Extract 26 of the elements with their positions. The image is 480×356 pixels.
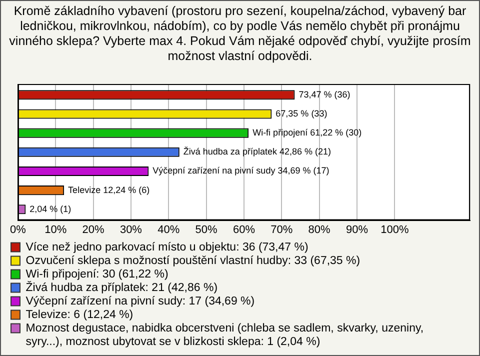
data-label: Živá hudba za příplatek 42,86 % (21) bbox=[183, 146, 331, 157]
data-label: Televize 12,24 % (6) bbox=[68, 184, 150, 195]
x-tick-label: 90% bbox=[346, 224, 368, 236]
data-label: 2,04 % (1) bbox=[30, 204, 72, 214]
x-tick-label: 50% bbox=[195, 224, 218, 236]
x-tick-label: 40% bbox=[158, 224, 180, 236]
data-label: Wi-fi připojení 61,22 % (30) bbox=[252, 128, 362, 138]
x-tick-label: 10% bbox=[44, 224, 67, 236]
x-tick-label: 0% bbox=[10, 224, 26, 236]
x-tick-label: 20% bbox=[82, 224, 105, 236]
legend-label: Ozvučení sklepa s možností pouštění vlastní hudby: 33 (67,35 %) bbox=[26, 254, 360, 267]
legend-label: Televize: 6 (12,24 %) bbox=[26, 308, 277, 321]
legend-label: Výčepní zařízení na pivní sudy: 17 (34,69 %) bbox=[26, 295, 277, 308]
x-tick-label: 60% bbox=[232, 224, 256, 236]
legend-label: Více než jedno parkovací místo u objektu: 36 (73,47 %) bbox=[26, 241, 308, 254]
x-tick-label: 80% bbox=[308, 224, 331, 236]
chart-title: Kromě základního vybavení (prostoru pro sezení, koupelna/záchod, vybavený bar ledničkou, mikrovlnkou, nádobím), co by podle Vás nemělo chybět při pronájmu vinného sklepa? Vyberte max 4. Pokud Vám nějaké odpověď chybí, využijte prosím možnost vlastní odpovědi. bbox=[8, 3, 472, 65]
legend-label: Živá hudba za příplatek: 21 (42,86 %) bbox=[26, 280, 278, 294]
data-label: 73,47 % (36) bbox=[298, 89, 350, 100]
data-label: Výčepní zařízení na pivní sudy 34,69 % (17) bbox=[152, 166, 330, 176]
data-label: 67,35 % (33) bbox=[276, 108, 328, 118]
x-tick-label: 70% bbox=[270, 224, 293, 236]
x-tick-label: 30% bbox=[120, 224, 142, 236]
legend-label: Moznost degustace, nabidka obcerstveni (chleba se sadlem, skvarky, uzeniny, syry...), moznost ubytovat se v blizkosti sklepa: 1 (2,04 %) bbox=[26, 322, 424, 348]
legend-label: Wi-fi připojení: 30 (61,22 %) bbox=[26, 268, 277, 280]
x-tick-label: 100% bbox=[380, 224, 409, 236]
